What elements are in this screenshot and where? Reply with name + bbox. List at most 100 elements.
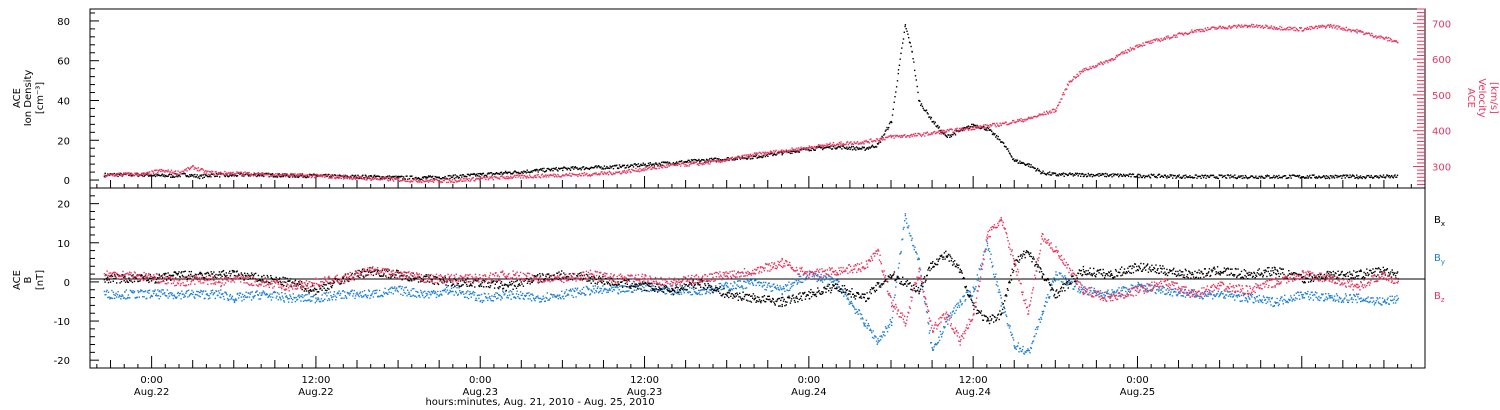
data-point <box>923 132 925 134</box>
data-point <box>1359 30 1362 32</box>
data-point <box>472 176 474 179</box>
data-point <box>978 125 980 128</box>
data-point <box>404 180 406 183</box>
data-point <box>1060 174 1062 176</box>
data-point <box>1113 175 1115 177</box>
data-point <box>1339 25 1341 28</box>
data-point <box>641 164 643 167</box>
data-point <box>414 295 416 297</box>
data-point <box>1343 28 1346 31</box>
data-point <box>556 294 559 296</box>
data-point <box>191 289 193 292</box>
data-point <box>668 161 670 164</box>
data-point <box>611 173 613 176</box>
data-point <box>754 155 757 158</box>
data-point <box>639 165 641 167</box>
data-point <box>808 146 811 149</box>
data-point <box>660 164 662 166</box>
data-point <box>297 295 299 297</box>
data-point <box>377 178 379 181</box>
data-point <box>403 179 406 181</box>
data-point <box>1178 32 1180 34</box>
data-point <box>510 175 512 178</box>
data-point <box>172 175 174 177</box>
data-point <box>540 174 543 176</box>
data-point <box>781 154 783 156</box>
data-point <box>137 290 139 292</box>
data-point <box>1001 122 1003 125</box>
data-point <box>680 293 683 295</box>
data-point <box>849 301 851 303</box>
data-point <box>493 176 495 178</box>
data-point <box>874 140 876 142</box>
data-point <box>1017 342 1020 344</box>
data-point <box>237 292 239 295</box>
data-point <box>1113 58 1115 61</box>
data-point <box>1016 159 1019 161</box>
data-point <box>331 299 334 301</box>
data-point <box>103 290 106 293</box>
data-point <box>737 155 739 158</box>
data-point <box>209 293 212 295</box>
data-point <box>940 333 942 336</box>
data-point <box>308 175 310 178</box>
data-point <box>194 297 196 299</box>
data-point <box>344 295 347 297</box>
data-point <box>1103 61 1105 63</box>
data-point <box>806 274 809 276</box>
data-point <box>941 132 944 134</box>
data-point <box>163 170 165 172</box>
data-point <box>226 297 229 300</box>
data-point <box>213 173 216 175</box>
data-point <box>399 180 402 182</box>
data-point <box>619 291 622 293</box>
data-point <box>1316 177 1318 179</box>
data-point <box>892 108 894 110</box>
data-point <box>296 298 299 301</box>
data-point <box>1362 31 1364 33</box>
data-point <box>1099 172 1101 175</box>
data-point <box>396 289 399 292</box>
data-point <box>1155 175 1157 178</box>
data-point <box>698 164 700 166</box>
data-point <box>1051 109 1054 111</box>
data-point <box>1376 37 1378 39</box>
data-point <box>750 155 752 157</box>
data-point <box>1051 172 1053 174</box>
data-point <box>266 173 269 176</box>
data-point <box>291 301 293 303</box>
data-point <box>384 176 387 179</box>
data-point <box>1178 174 1180 176</box>
data-point <box>467 290 469 292</box>
data-point <box>489 298 492 300</box>
data-point <box>335 176 337 179</box>
data-point <box>917 258 919 261</box>
data-point <box>949 136 951 138</box>
data-point <box>673 164 675 166</box>
data-point <box>348 292 350 294</box>
data-point <box>1212 26 1215 28</box>
data-point <box>427 176 429 178</box>
data-point <box>827 146 830 149</box>
data-point <box>580 293 582 296</box>
data-point <box>526 175 528 177</box>
data-point <box>406 295 408 297</box>
data-point <box>1095 174 1097 177</box>
data-point <box>1003 311 1005 314</box>
data-point <box>368 176 370 179</box>
data-point <box>1071 280 1073 283</box>
data-point <box>1381 176 1383 178</box>
data-point <box>601 292 603 294</box>
data-point <box>1294 26 1296 29</box>
data-point <box>258 172 260 175</box>
data-point <box>835 279 837 282</box>
data-point <box>812 146 814 149</box>
data-point <box>984 251 986 253</box>
data-point <box>226 294 228 296</box>
data-point <box>582 286 585 289</box>
data-point <box>536 169 538 171</box>
data-point <box>766 153 768 156</box>
data-point <box>950 135 953 138</box>
data-point <box>1288 177 1290 179</box>
data-point <box>942 331 944 333</box>
